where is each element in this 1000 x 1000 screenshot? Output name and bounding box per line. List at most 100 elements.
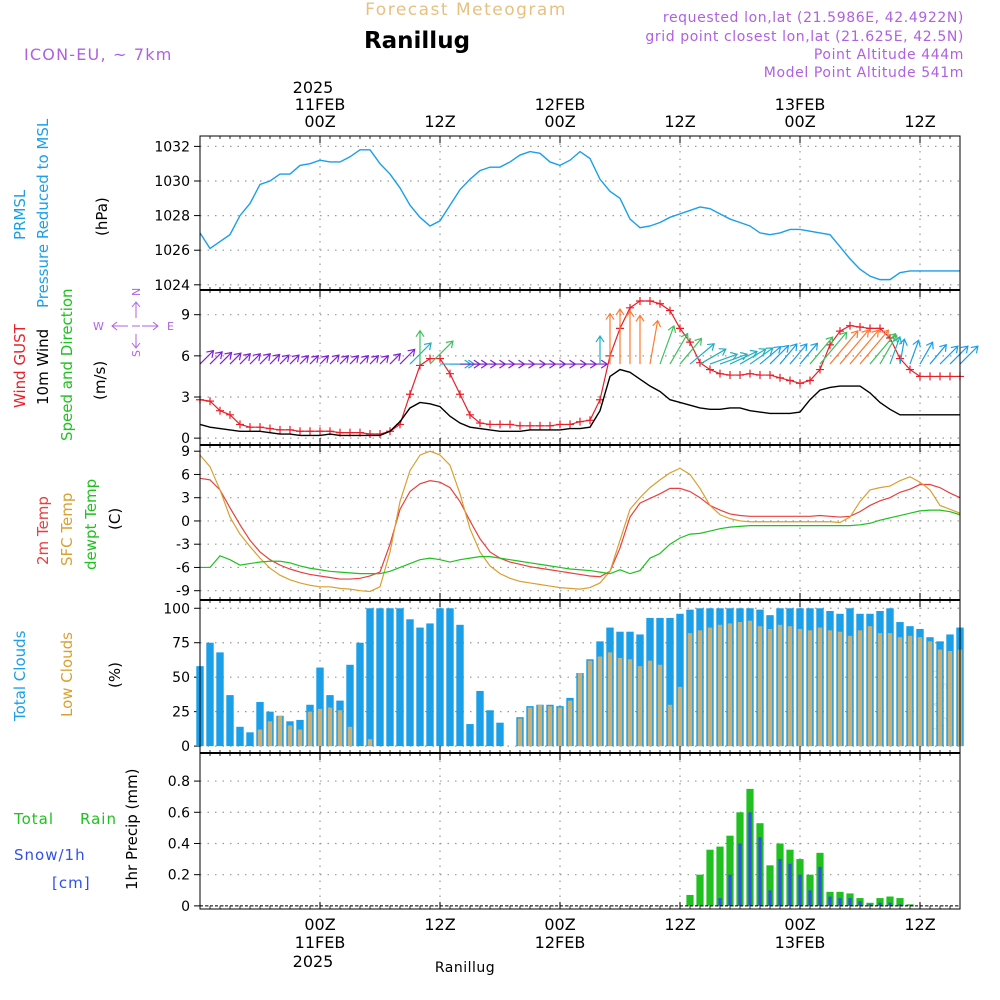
gust-marker (776, 373, 784, 382)
total-cloud-bar (426, 623, 434, 747)
low-cloud-bar (547, 706, 553, 747)
wind-direction-arrow (429, 340, 454, 365)
rain-label: Rain (80, 810, 117, 828)
wind-direction-arrow (239, 353, 252, 365)
low-cloud-bar (727, 623, 733, 747)
low-cloud-bar (677, 686, 683, 747)
gust-marker (916, 372, 924, 381)
low-cloud-bar (717, 624, 723, 747)
y-tick-label: 0.4 (168, 836, 190, 852)
total-cloud-bar (316, 667, 324, 747)
wind-direction-arrow (898, 338, 908, 365)
dewpt-line (200, 509, 961, 575)
low-cloud-bar (897, 637, 903, 747)
wind-direction-arrow (819, 331, 848, 365)
wind-direction-arrow (879, 334, 898, 365)
gust-marker (406, 390, 414, 399)
point-altitude: Point Altitude 444m (814, 47, 964, 63)
total-cloud-bar (396, 608, 404, 747)
gust-marker (276, 425, 284, 434)
y-tick-label: 0 (181, 899, 190, 915)
y-tick-label: 0.6 (168, 805, 190, 821)
wind-direction-arrow (605, 312, 615, 365)
gust-marker (476, 419, 484, 428)
y-tick-label: -9 (176, 584, 190, 600)
total-cloud-bar (346, 664, 354, 747)
rain-bar (706, 849, 714, 906)
total-cloud-bar (436, 608, 444, 747)
wind-direction-arrow (769, 344, 790, 365)
low-cloud-bar (807, 630, 813, 747)
rain-bar (686, 894, 694, 906)
y-tick-label: 6 (181, 349, 190, 365)
snow-bar (778, 859, 782, 906)
rain-bar (766, 865, 774, 906)
low-cloud-bar (887, 633, 893, 747)
wind-direction-arrow (829, 330, 859, 365)
wind-direction-arrow (339, 354, 350, 365)
snow-unit-label: [cm] (52, 874, 91, 892)
low-cloud-bar (907, 635, 913, 747)
low-cloud-bar (867, 626, 873, 747)
wind-direction-arrow (849, 329, 880, 365)
low-cloud-bar (857, 630, 863, 747)
y-tick-label: 25 (172, 705, 190, 721)
compass-arrows (111, 301, 159, 349)
wind-direction-arrow (759, 345, 782, 365)
snow-bar (848, 898, 852, 906)
low-cloud-bar (367, 739, 373, 747)
gust-marker (526, 421, 534, 430)
y-tick-label: 1024 (154, 278, 190, 294)
gust-marker (286, 425, 294, 434)
total-cloud-bar (666, 617, 674, 747)
top-hour-label: 12Z (904, 112, 935, 131)
gust-marker (816, 365, 824, 374)
low-cloud-bar (587, 660, 593, 747)
gust-marker (876, 324, 884, 333)
low-cloud-bar (267, 721, 273, 747)
y-tick-label: 75 (172, 636, 190, 652)
top-date-label: 12FEB (535, 95, 586, 114)
low-cloud-bar (917, 637, 923, 747)
temp2m-label: 2m Temp (34, 496, 52, 565)
low-cloud-bar (657, 664, 663, 747)
snow-bar (718, 898, 722, 906)
low-cloud-bar (687, 633, 693, 747)
wind-direction-arrow (659, 324, 677, 365)
total-cloud-bar (366, 608, 374, 747)
wind-direction-arrow (349, 354, 360, 365)
gust-marker (496, 420, 504, 429)
wind-line (199, 368, 960, 437)
wind-direction-arrow (199, 349, 215, 365)
compass-n: N (130, 288, 143, 296)
bottom-hour-label: 00Z (304, 915, 335, 934)
wind-direction-arrow (319, 354, 330, 365)
total-cloud-bar (256, 702, 264, 747)
wind-direction-arrow (415, 329, 425, 365)
snow-bar (738, 843, 742, 906)
wind-direction-arrow (219, 351, 233, 365)
snow-bar (788, 863, 792, 906)
wind-direction-arrow (289, 354, 300, 365)
low-cloud-bar (787, 626, 793, 747)
cloud-labels: Total Clouds Low Clouds (%) (11, 630, 124, 722)
gust-marker (936, 372, 944, 381)
gust-marker (646, 296, 654, 305)
snow-label: Snow/1h (14, 846, 86, 864)
y-tick-label: -3 (176, 537, 190, 553)
low-cloud-bar (737, 622, 743, 747)
compass-s: S (130, 350, 143, 357)
top-hour-label: 12Z (424, 112, 455, 131)
gust-marker (466, 410, 474, 419)
model-label: ICON-EU, ~ 7km (24, 45, 173, 64)
gust-marker (206, 397, 214, 406)
low-cloud-bar (877, 633, 883, 747)
y-tick-label: 0.8 (168, 774, 190, 790)
wind-direction-arrow (379, 354, 390, 365)
wind-direction-arrow (309, 354, 320, 365)
snow-bar (808, 890, 812, 906)
snow-bar (898, 904, 902, 906)
snow-bar (828, 896, 832, 906)
compass-w: W (93, 320, 104, 333)
